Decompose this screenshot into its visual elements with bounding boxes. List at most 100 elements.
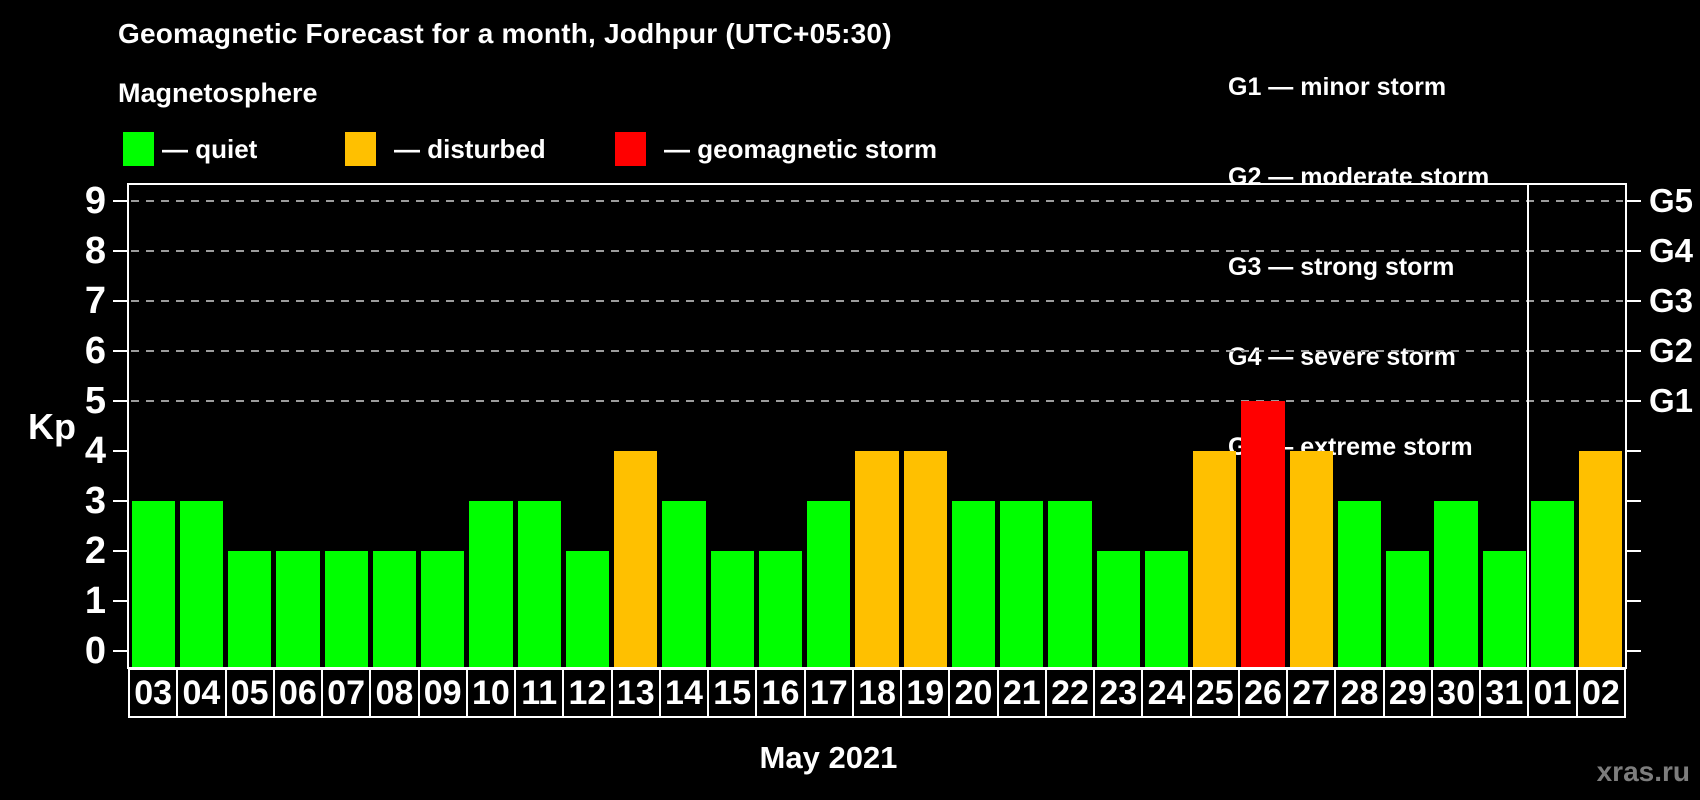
bar-day-12 [565, 551, 610, 667]
gridline-kp6 [131, 350, 1623, 352]
day-cell-21: 21 [996, 668, 1047, 718]
day-cell-27: 27 [1286, 668, 1337, 718]
right-tick-6 [1627, 350, 1641, 352]
day-cell-31: 31 [1479, 668, 1530, 718]
y-tick-1 [113, 600, 127, 602]
g-legend-line-g4: G4 — severe storm [1228, 343, 1456, 371]
day-cell-20: 20 [948, 668, 999, 718]
y-tick-label-7: 7 [84, 280, 106, 322]
y-tick-0 [113, 650, 127, 652]
right-tick-3 [1627, 500, 1641, 502]
bar-day-30 [1434, 501, 1478, 667]
day-cell-04: 04 [176, 668, 227, 718]
bar-day-18 [855, 451, 899, 667]
g-axis-label-g5: G5 [1649, 182, 1694, 219]
day-cell-26: 26 [1237, 668, 1289, 718]
bar-day-31 [1482, 551, 1526, 667]
bar-day-01 [1530, 501, 1575, 667]
gridline-kp7 [131, 300, 1623, 302]
day-cell-02: 02 [1575, 668, 1626, 718]
y-tick-label-6: 6 [84, 330, 106, 372]
g-axis-label-g2: G2 [1649, 332, 1694, 369]
bar-day-09 [421, 551, 465, 667]
bar-day-22 [1048, 501, 1092, 667]
day-cell-28: 28 [1334, 668, 1385, 718]
y-tick-9 [113, 200, 127, 202]
y-tick-label-1: 1 [84, 580, 106, 622]
y-tick-2 [113, 550, 127, 552]
bar-day-19 [903, 451, 947, 667]
right-tick-9 [1627, 200, 1641, 202]
legend-swatch-quiet [123, 132, 154, 166]
bar-day-28 [1337, 501, 1382, 667]
day-cell-18: 18 [851, 668, 903, 718]
gridline-kp9 [131, 200, 1623, 202]
bar-day-02 [1579, 451, 1623, 667]
bar-day-07 [324, 551, 368, 667]
y-tick-label-4: 4 [84, 430, 106, 472]
watermark: xras.ru [1596, 756, 1690, 787]
right-tick-4 [1627, 450, 1641, 452]
day-cell-30: 30 [1430, 668, 1482, 718]
bar-day-25 [1193, 451, 1237, 667]
day-cell-22: 22 [1044, 668, 1096, 718]
g-legend-line-g2: G2 — moderate storm [1228, 163, 1490, 191]
day-cell-10: 10 [465, 668, 517, 718]
right-tick-1 [1627, 600, 1641, 602]
y-tick-5 [113, 400, 127, 402]
day-cell-16: 16 [755, 668, 806, 718]
x-axis-title: May 2021 [759, 740, 898, 775]
g-axis-label-g1: G1 [1649, 382, 1694, 419]
y-tick-3 [113, 500, 127, 502]
y-tick-6 [113, 350, 127, 352]
legend-label-storm: — geomagnetic storm [664, 134, 938, 164]
day-cell-12: 12 [562, 668, 613, 718]
y-tick-7 [113, 300, 127, 302]
day-cell-24: 24 [1141, 668, 1192, 718]
day-cell-19: 19 [900, 668, 951, 718]
y-tick-8 [113, 250, 127, 252]
day-cell-01: 01 [1527, 668, 1578, 718]
bar-day-14 [662, 501, 706, 667]
bar-day-23 [1096, 551, 1140, 667]
bar-day-13 [614, 451, 658, 667]
day-cell-11: 11 [514, 668, 565, 718]
magnetosphere-label: Magnetosphere [118, 78, 318, 108]
bar-day-26 [1241, 401, 1285, 667]
bar-day-17 [807, 501, 851, 667]
g-legend-line-g3: G3 — strong storm [1228, 253, 1455, 281]
day-cell-06: 06 [272, 668, 324, 718]
y-tick-4 [113, 450, 127, 452]
bar-day-04 [179, 501, 223, 667]
right-tick-8 [1627, 250, 1641, 252]
gridline-kp5 [131, 400, 1623, 402]
day-cell-07: 07 [321, 668, 372, 718]
legend-swatch-disturbed [345, 132, 376, 166]
right-tick-2 [1627, 550, 1641, 552]
bar-day-21 [1000, 501, 1044, 667]
bar-day-05 [228, 551, 272, 667]
bar-day-27 [1289, 451, 1333, 667]
month-separator-line [1527, 183, 1530, 669]
day-cell-03: 03 [128, 668, 179, 718]
bar-day-08 [372, 551, 417, 667]
bar-day-29 [1386, 551, 1430, 667]
day-cell-05: 05 [224, 668, 275, 718]
day-cell-29: 29 [1382, 668, 1433, 718]
y-tick-label-0: 0 [84, 630, 106, 672]
day-cell-15: 15 [707, 668, 758, 718]
bar-day-24 [1144, 551, 1189, 667]
right-tick-0 [1627, 650, 1641, 652]
day-cell-09: 09 [417, 668, 468, 718]
g-legend-line-g1: G1 — minor storm [1228, 73, 1447, 101]
legend-label-quiet: — quiet [162, 134, 258, 164]
bar-day-11 [517, 501, 561, 667]
right-tick-7 [1627, 300, 1641, 302]
g-axis-label-g4: G4 [1649, 232, 1694, 269]
legend-label-disturbed: — disturbed [394, 134, 546, 164]
bar-day-06 [276, 551, 320, 667]
bar-day-15 [710, 551, 754, 667]
y-tick-label-3: 3 [84, 480, 106, 522]
y-tick-label-9: 9 [84, 180, 106, 222]
